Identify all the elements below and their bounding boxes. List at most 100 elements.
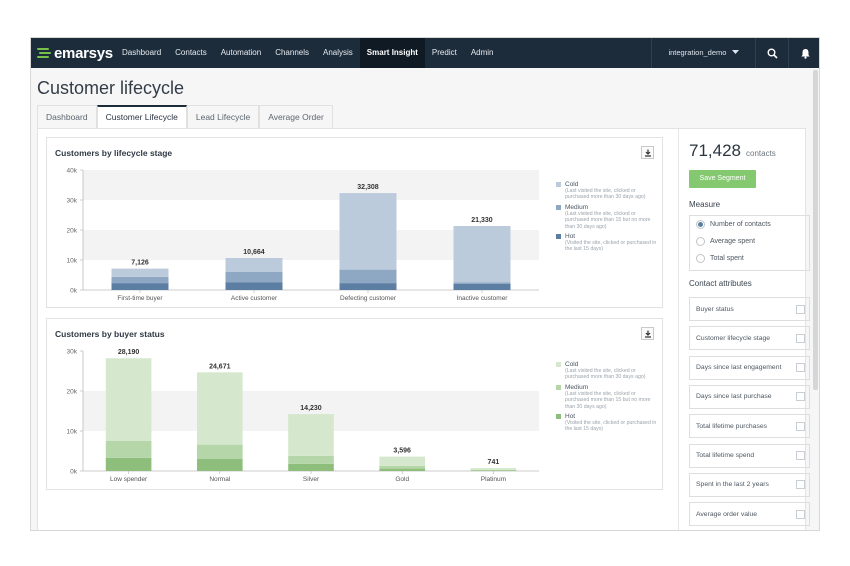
bar-segment-medium [288,455,334,464]
nav-item-smart-insight[interactable]: Smart Insight [359,38,425,68]
bar-total-label: 24,671 [209,363,231,370]
legend-item-cold: Cold (Last visited the site, clicked or p… [556,181,660,201]
legend-label: Cold [565,361,579,368]
account-name: integration_demo [668,48,727,57]
contact-count-label: contacts [746,149,776,158]
page-scrollbar[interactable] [813,70,818,390]
buyer-status-bar-chart: 0k 10k 20k 30k 28,190 Low spender 24,671 Normal… [67,349,539,483]
lifecycle-chart-title: Customers by lifecycle stage [55,148,173,158]
bar-segment-cold [105,358,152,441]
radio-icon[interactable] [696,237,705,246]
attribute-total-lifetime-purchases[interactable]: Total lifetime purchases [689,414,810,439]
tab-lead-lifecycle[interactable]: Lead Lifecycle [186,105,260,128]
bar-segment-cold [197,372,243,445]
bar-segment-hot [470,470,517,471]
attribute-customer-lifecycle-stage[interactable]: Customer lifecycle stage [689,326,810,351]
logo[interactable]: emarsys [31,38,115,68]
attribute-label: Buyer status [696,305,734,313]
notifications-button[interactable] [788,38,819,68]
measure-option-label: Average spent [710,238,756,245]
y-tick-label: 20k [67,389,78,396]
download-button[interactable] [641,146,654,159]
attribute-spent-in-the-last-2-years[interactable]: Spent in the last 2 years [689,472,810,497]
legend-label: Hot [565,233,576,241]
measure-option-number-of-contacts[interactable]: Number of contacts [690,216,809,233]
bar-segment-hot [288,463,334,471]
bar-total-label: 741 [488,459,500,466]
account-dropdown[interactable]: integration_demo [651,38,755,68]
bar-total-label: 7,126 [131,260,149,267]
bar-segment-hot [339,283,397,290]
checkbox-icon[interactable] [796,421,805,431]
bar-segment-hot [197,459,243,471]
x-tick-label: First-time buyer [117,295,163,302]
x-tick-label: Low spender [110,476,148,483]
measure-option-average-spent[interactable]: Average spent [690,233,809,250]
grid-band [83,170,539,200]
checkbox-icon[interactable] [796,509,805,519]
bar-segment-medium [470,469,517,471]
legend-swatch [556,234,561,240]
attribute-buyer-status[interactable]: Buyer status [689,297,810,321]
bar-segment-medium [379,465,425,469]
save-segment-button[interactable]: Save Segment [689,170,756,188]
checkbox-icon[interactable] [796,480,805,490]
attribute-days-since-last-purchase[interactable]: Days since last purchase [689,384,810,409]
x-tick-label: Normal [209,476,231,483]
nav-item-predict[interactable]: Predict [431,48,457,57]
bar-segment-medium [225,272,283,283]
checkbox-icon[interactable] [796,304,805,314]
bar-segment-cold [470,468,517,470]
radio-icon[interactable] [696,254,705,263]
measure-option-total-spent[interactable]: Total spent [690,250,809,267]
bar-segment-medium [197,444,243,459]
y-tick-label: 30k [67,349,78,356]
legend-item-medium: Medium (Last visited the site, clicked or… [556,384,660,410]
y-tick-label: 30k [67,198,78,205]
nav-item-automation[interactable]: Automation [220,48,262,57]
bar-segment-cold [339,193,397,270]
bar-total-label: 21,330 [471,217,493,224]
x-tick-label: Defecting customer [340,295,397,302]
tab-dashboard[interactable]: Dashboard [37,105,97,128]
app-window: emarsys Dashboard Contacts Automation Chann… [30,37,820,531]
download-button[interactable] [641,327,654,340]
nav-item-channels[interactable]: Channels [275,48,309,57]
chevron-down-icon [731,50,739,54]
bar-segment-cold [111,268,169,277]
nav-item-dashboard[interactable]: Dashboard [122,48,162,57]
segment-sidebar: 71,428 contacts Save Segment Measure Num… [678,129,810,530]
main-content: Customers by lifecycle stage 0k 10k 20k 30k… [37,128,810,530]
contact-count: 71,428 contacts [689,141,776,161]
x-tick-label: Silver [303,476,320,483]
checkbox-icon[interactable] [796,392,805,402]
nav-item-analysis[interactable]: Analysis [323,48,353,57]
tab-customer-lifecycle[interactable]: Customer Lifecycle [96,105,187,128]
bar-total-label: 32,308 [357,184,379,191]
attribute-total-lifetime-spend[interactable]: Total lifetime spend [689,443,810,468]
checkbox-icon[interactable] [796,451,805,460]
logo-text: emarsys [54,44,113,62]
x-tick-label: Gold [395,476,409,483]
checkbox-icon[interactable] [796,363,805,373]
attribute-label: Average order value [696,510,758,518]
x-tick-label: Active customer [231,295,278,302]
checkbox-icon[interactable] [796,333,805,343]
attribute-days-since-last-engagement[interactable]: Days since last engagement [689,355,810,380]
nav-item-admin[interactable]: Admin [470,48,494,57]
legend-description: (Last visited the site, clicked or purch… [565,368,646,381]
bar-segment-cold [379,456,425,466]
bar-total-label: 3,596 [393,448,411,455]
bar-segment-medium [339,269,397,284]
attribute-label: Customer lifecycle stage [696,334,771,342]
attribute-average-order-value[interactable]: Average order value [689,502,810,527]
nav-item-contacts[interactable]: Contacts [175,48,207,57]
legend-item-hot: Hot (Visited the site, clicked or purchas… [556,233,660,253]
radio-icon[interactable] [696,220,705,229]
bar-segment-medium [453,282,511,284]
legend-swatch [556,362,561,367]
bar-segment-hot [105,457,152,471]
buyer-status-chart-legend: Cold (Last visited the site, clicked or p… [556,361,660,436]
tab-average-order[interactable]: Average Order [259,105,333,128]
search-button[interactable] [755,38,788,68]
